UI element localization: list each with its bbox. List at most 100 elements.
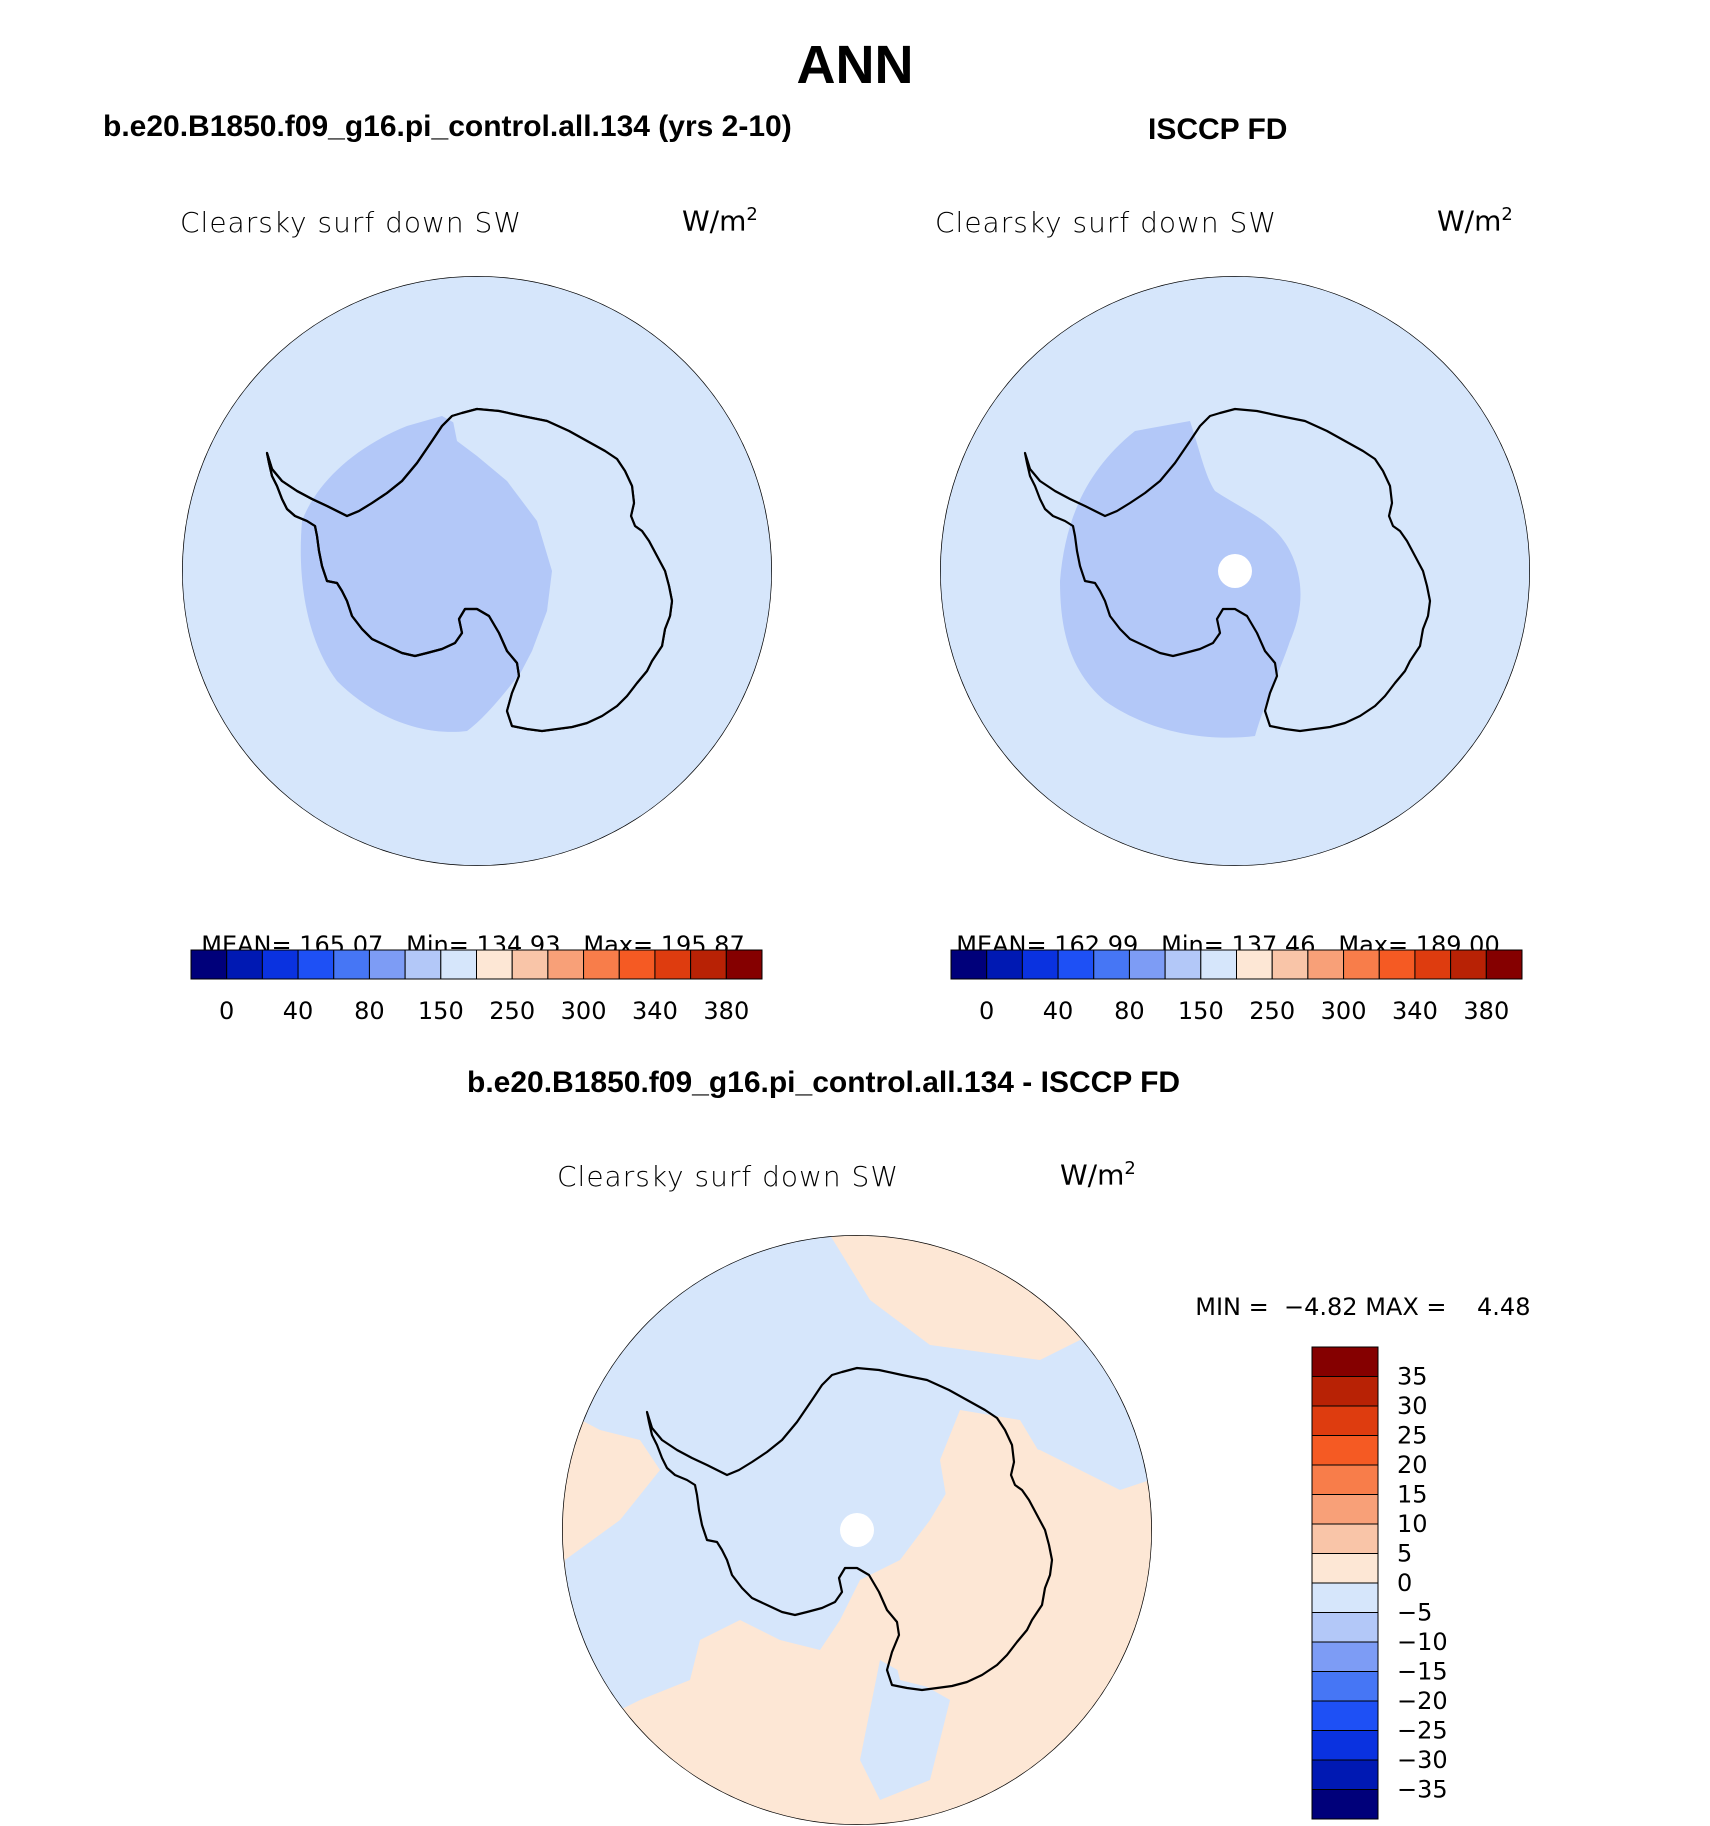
model-units: W/m — [682, 204, 747, 238]
diff-colorbar-tick-label: −10 — [1397, 1628, 1448, 1656]
obs-colorbar-box — [1271, 949, 1309, 980]
diff-colorbar-box — [1311, 1376, 1379, 1407]
diff-colorbar-tick-label: 10 — [1397, 1510, 1428, 1538]
diff-colorbar-box — [1311, 1700, 1379, 1731]
diff-map — [562, 1235, 1152, 1825]
diff-min-value: −4.82 — [1284, 1293, 1358, 1321]
diff-min-label: MIN = — [1195, 1293, 1269, 1321]
model-colorbar-box — [440, 949, 477, 980]
obs-colorbar-box — [1021, 949, 1059, 980]
diff-units: W/m — [1060, 1158, 1125, 1192]
obs-units-sup: 2 — [1501, 204, 1513, 225]
obs-colorbar: 0 40 80 150 250 300 340 380 — [950, 949, 1523, 1025]
diff-colorbar-tick-label: −20 — [1397, 1687, 1448, 1715]
model-interior-region — [300, 416, 566, 732]
obs-case-title: ISCCP FD — [1148, 113, 1288, 146]
diff-max-label: MAX = — [1365, 1293, 1447, 1321]
diff-colorbar-tick-label: 20 — [1397, 1451, 1428, 1479]
model-colorbar-tick-label: 150 — [418, 997, 464, 1025]
model-colorbar-box — [654, 949, 692, 980]
model-colorbar-box — [547, 949, 585, 980]
model-colorbar-tick-label: 380 — [703, 997, 749, 1025]
model-colorbar-box — [583, 949, 620, 980]
diff-colorbar-box — [1311, 1494, 1379, 1525]
model-colorbar-tick-label: 0 — [219, 997, 234, 1025]
obs-colorbar-tick-label: 40 — [1043, 997, 1074, 1025]
model-variable-label: Clearsky surf down SW — [180, 206, 523, 239]
diff-units-label: W/m2 — [1060, 1158, 1136, 1191]
diff-colorbar-tick-label: 15 — [1397, 1481, 1428, 1509]
diff-colorbar-tick-label: 35 — [1397, 1363, 1428, 1391]
model-colorbar-box — [226, 949, 263, 980]
obs-colorbar-box — [986, 949, 1023, 980]
diff-colorbar-box — [1311, 1523, 1379, 1554]
model-colorbar-box — [690, 949, 727, 980]
diff-colorbar-tick-label: 0 — [1397, 1569, 1412, 1597]
diff-colorbar-box — [1311, 1405, 1379, 1436]
model-colorbar-box — [618, 949, 656, 980]
obs-colorbar-box — [1343, 949, 1380, 980]
obs-colorbar-box — [950, 949, 988, 980]
obs-colorbar-box — [1236, 949, 1273, 980]
diff-colorbar-tick-label: −15 — [1397, 1658, 1448, 1686]
diff-colorbar-box — [1311, 1435, 1379, 1466]
model-colorbar-box — [190, 949, 228, 980]
obs-colorbar-box — [1057, 949, 1095, 980]
diff-negative-north — [562, 1235, 1150, 1720]
diff-colorbar-tick-label: −25 — [1397, 1717, 1448, 1745]
model-colorbar-box — [333, 949, 370, 980]
diff-colorbar-tick-label: 5 — [1397, 1540, 1412, 1568]
obs-colorbar-box — [1485, 949, 1523, 980]
obs-colorbar-box — [1307, 949, 1345, 980]
model-units-sup: 2 — [746, 204, 758, 225]
diff-negative-south — [860, 1660, 950, 1800]
model-colorbar-tick-label: 40 — [283, 997, 314, 1025]
diff-colorbar-tick-label: −30 — [1397, 1746, 1448, 1774]
obs-units-label: W/m2 — [1437, 204, 1513, 237]
diff-colorbar-tick-label: −35 — [1397, 1776, 1448, 1804]
model-map — [182, 276, 772, 866]
obs-colorbar-tick-label: 0 — [979, 997, 994, 1025]
diff-max-value: 4.48 — [1477, 1293, 1531, 1321]
model-colorbar-box — [368, 949, 406, 980]
diff-colorbar-box — [1311, 1671, 1379, 1702]
model-units-label: W/m2 — [682, 204, 758, 237]
model-colorbar-tick-label: 80 — [354, 997, 385, 1025]
model-colorbar: 0 40 80 150 250 300 340 380 — [190, 949, 763, 1025]
diff-colorbar-tick-label: 25 — [1397, 1422, 1428, 1450]
model-colorbar-tick-label: 340 — [632, 997, 678, 1025]
diff-colorbar-box — [1311, 1582, 1379, 1613]
diff-colorbar-box — [1311, 1612, 1379, 1643]
obs-colorbar-tick-label: 300 — [1321, 997, 1367, 1025]
obs-colorbar-box — [1200, 949, 1237, 980]
obs-colorbar-box — [1128, 949, 1166, 980]
diff-case-title: b.e20.B1850.f09_g16.pi_control.all.134 -… — [467, 1066, 1181, 1099]
diff-colorbar-box — [1311, 1789, 1379, 1820]
diff-colorbar-box — [1311, 1641, 1379, 1672]
model-colorbar-box — [511, 949, 549, 980]
obs-colorbar-box — [1093, 949, 1130, 980]
model-colorbar-box — [297, 949, 335, 980]
obs-colorbar-box — [1164, 949, 1202, 980]
obs-colorbar-tick-label: 380 — [1463, 997, 1509, 1025]
obs-colorbar-box — [1378, 949, 1416, 980]
obs-map — [940, 276, 1530, 866]
obs-colorbar-tick-label: 340 — [1392, 997, 1438, 1025]
diff-colorbar-box — [1311, 1759, 1379, 1790]
obs-interior-region — [1060, 421, 1301, 738]
obs-colorbar-box — [1450, 949, 1487, 980]
diff-missing-pole — [840, 1513, 874, 1547]
model-case-title: b.e20.B1850.f09_g16.pi_control.all.134 (… — [103, 110, 792, 143]
model-colorbar-box — [476, 949, 513, 980]
model-colorbar-box — [404, 949, 442, 980]
diff-colorbar-tick-label: 30 — [1397, 1392, 1428, 1420]
diff-positive-east — [890, 1410, 1060, 1690]
diff-variable-label: Clearsky surf down SW — [557, 1160, 900, 1193]
obs-variable-label: Clearsky surf down SW — [935, 206, 1278, 239]
obs-colorbar-tick-label: 150 — [1178, 997, 1224, 1025]
model-colorbar-tick-label: 250 — [489, 997, 535, 1025]
diff-colorbar-tick-label: −5 — [1397, 1599, 1432, 1627]
model-land-east — [452, 409, 672, 731]
